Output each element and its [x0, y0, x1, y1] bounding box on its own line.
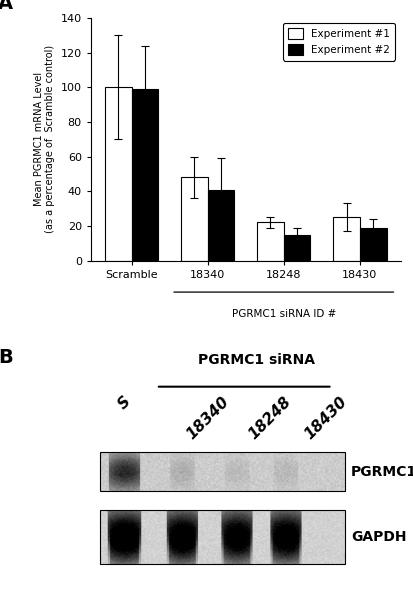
- Legend: Experiment #1, Experiment #2: Experiment #1, Experiment #2: [283, 23, 395, 61]
- Text: 18430: 18430: [301, 394, 350, 442]
- Y-axis label: Mean PGRMC1 mRNA Level
(as a percentage of  Scramble control): Mean PGRMC1 mRNA Level (as a percentage …: [33, 45, 55, 233]
- Text: 18248: 18248: [246, 394, 294, 442]
- Bar: [181, 178, 208, 260]
- Text: PGRMC1 siRNA: PGRMC1 siRNA: [198, 353, 315, 367]
- Text: 18340: 18340: [184, 394, 232, 442]
- Bar: [132, 89, 158, 260]
- Text: S: S: [116, 394, 134, 412]
- Bar: [208, 190, 234, 260]
- Text: A: A: [0, 0, 13, 13]
- Bar: [284, 235, 311, 260]
- Text: GAPDH: GAPDH: [351, 530, 406, 544]
- Text: PGRMC1 siRNA ID #: PGRMC1 siRNA ID #: [232, 309, 336, 319]
- Bar: [257, 223, 284, 260]
- Bar: [333, 217, 360, 260]
- Text: PGRMC1: PGRMC1: [351, 464, 413, 479]
- Bar: [360, 227, 387, 260]
- Text: B: B: [0, 348, 13, 367]
- Bar: [100, 511, 345, 564]
- Bar: [105, 88, 132, 260]
- Bar: [100, 452, 345, 491]
